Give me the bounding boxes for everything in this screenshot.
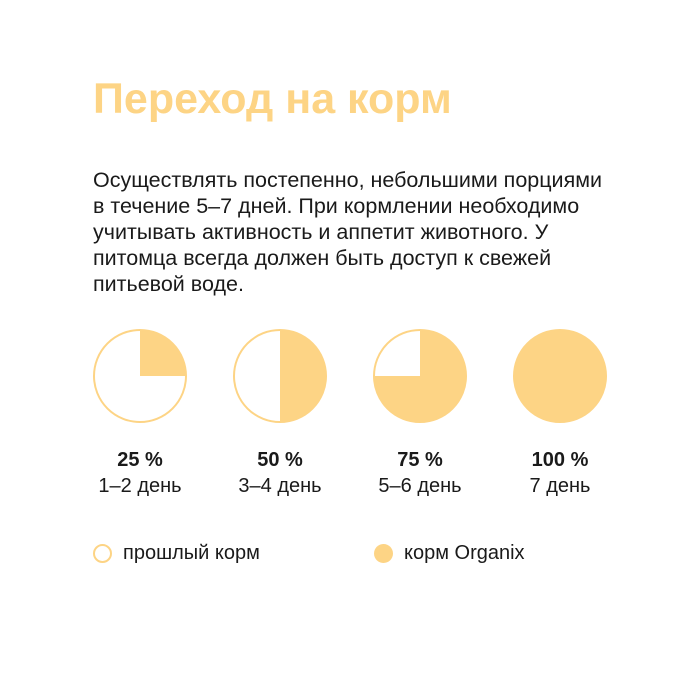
pie-new-food-slice — [514, 330, 606, 422]
stage-day: 5–6 день — [378, 475, 462, 497]
stage-label-3: 75 % 5–6 день — [360, 448, 480, 500]
pie-new-food-slice — [280, 330, 326, 422]
stage-label-2: 50 % 3–4 день — [220, 448, 340, 500]
pie-stage-3 — [373, 329, 467, 423]
pie-outline — [233, 329, 327, 423]
legend-new-food: корм Organix — [374, 540, 525, 566]
pie-stage-1 — [93, 329, 187, 423]
stage-percent: 50 % — [257, 449, 303, 471]
pie-outline — [373, 329, 467, 423]
legend-old-food: прошлый корм — [93, 540, 260, 566]
legend-outline-circle-icon — [93, 543, 112, 563]
stage-label-1: 25 % 1–2 день — [80, 448, 200, 500]
pie-stage-4 — [513, 329, 607, 423]
stage-day: 7 день — [529, 475, 591, 497]
legend-label: прошлый корм — [123, 541, 260, 564]
stage-day: 1–2 день — [98, 475, 182, 497]
legend-filled-circle-icon — [374, 543, 393, 563]
pie-outline — [513, 329, 607, 423]
stage-day: 3–4 день — [238, 475, 322, 497]
pie-stage-2 — [233, 329, 327, 423]
stage-percent: 100 % — [531, 449, 589, 471]
pie-new-food-slice — [374, 330, 466, 422]
pie-new-food-slice — [140, 330, 186, 376]
page-title: Переход на корм — [93, 75, 452, 123]
legend-label: корм Organix — [404, 541, 525, 564]
pie-outline — [93, 329, 187, 423]
stage-percent: 75 % — [397, 449, 443, 471]
description-text: Осуществлять постепенно, небольшими порц… — [93, 168, 602, 296]
stage-percent: 25 % — [117, 449, 163, 471]
stage-label-4: 100 % 7 день — [500, 448, 620, 500]
